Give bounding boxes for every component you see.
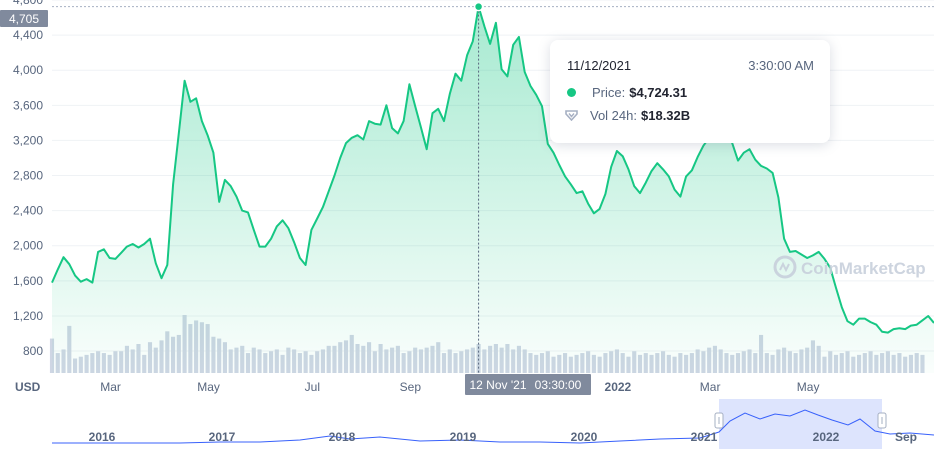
tooltip-price-row: Price: $4,724.31 <box>567 85 687 100</box>
navigator-year-label: 2017 <box>209 430 236 444</box>
y-tick-label: 3,600 <box>13 98 43 112</box>
x-axis-labels: Mar May Jul Sep 2022 Mar May <box>100 380 819 394</box>
x-tick-label: Mar <box>100 380 121 394</box>
shield-icon <box>565 110 579 121</box>
tooltip-volume-label: Vol 24h: <box>590 108 637 123</box>
y-tick-label: 1,200 <box>13 309 43 323</box>
tooltip-price-label: Price: <box>592 85 626 100</box>
price-line <box>51 5 934 334</box>
navigator-year-label: 2019 <box>450 430 477 444</box>
navigator-handle-left[interactable] <box>714 412 724 429</box>
y-tick-label: 4,800 <box>13 0 43 7</box>
x-tick-label: May <box>797 380 820 394</box>
cursor-date-text: 12 Nov '21 <box>470 378 527 392</box>
x-tick-label: Mar <box>700 380 721 394</box>
highlight-point <box>473 1 484 12</box>
navigator-year-label: Sep <box>895 430 917 444</box>
tooltip-volume-value: $18.32B <box>641 108 691 123</box>
navigator-year-labels: 2016 2017 2018 2019 2020 2021 2022 Sep <box>89 430 917 444</box>
tooltip-volume-row: Vol 24h: $18.32B <box>565 108 691 123</box>
x-tick-label: Sep <box>400 380 422 394</box>
range-navigator[interactable]: 2016 2017 2018 2019 2020 2021 2022 Sep <box>52 399 934 449</box>
navigator-year-label: 2021 <box>691 430 718 444</box>
y-tick-label: 4,000 <box>13 63 43 77</box>
chart-tooltip: 11/12/2021 3:30:00 AM Price: $4,724.31 V… <box>550 40 830 143</box>
navigator-year-label: 2018 <box>329 430 356 444</box>
cursor-time-text: 03:30:00 <box>535 378 582 392</box>
x-tick-label: Jul <box>305 380 320 394</box>
tooltip-date: 11/12/2021 <box>567 58 632 73</box>
currency-label: USD <box>15 380 41 394</box>
navigator-year-label: 2020 <box>571 430 598 444</box>
y-tick-label: 3,200 <box>13 133 43 147</box>
y-tick-label: 4,400 <box>13 28 43 42</box>
cursor-date-tag: 12 Nov '21 03:30:00 <box>465 374 591 395</box>
coinmarketcap-logo-icon <box>773 255 797 279</box>
navigator-selection[interactable] <box>719 399 882 449</box>
x-tick-label: May <box>197 380 220 394</box>
current-price-tag: 4,705 <box>0 10 48 27</box>
navigator-history-line <box>52 409 934 444</box>
navigator-handle-right[interactable] <box>877 412 887 429</box>
watermark-text: CoinMarketCap <box>801 259 926 278</box>
y-tick-label: 1,600 <box>13 274 43 288</box>
tooltip-time: 3:30:00 AM <box>748 58 814 73</box>
y-tick-label: 2,800 <box>13 169 43 183</box>
x-tick-label: 2022 <box>605 380 632 394</box>
y-tick-label: 800 <box>23 344 43 358</box>
y-tick-label: 2,400 <box>13 204 43 218</box>
current-price-tag-text: 4,705 <box>9 12 39 26</box>
y-axis-labels: 800 1,200 1,600 2,000 2,400 2,800 3,200 3,600 4,… <box>13 0 43 358</box>
navigator-year-label: 2016 <box>89 430 116 444</box>
price-area-fill <box>52 6 934 373</box>
y-tick-label: 2,000 <box>13 239 43 253</box>
navigator-year-label: 2022 <box>813 430 840 444</box>
tooltip-price-value: $4,724.31 <box>629 85 688 100</box>
green-dot-icon <box>567 88 576 97</box>
watermark: CoinMarketCap <box>773 255 926 279</box>
